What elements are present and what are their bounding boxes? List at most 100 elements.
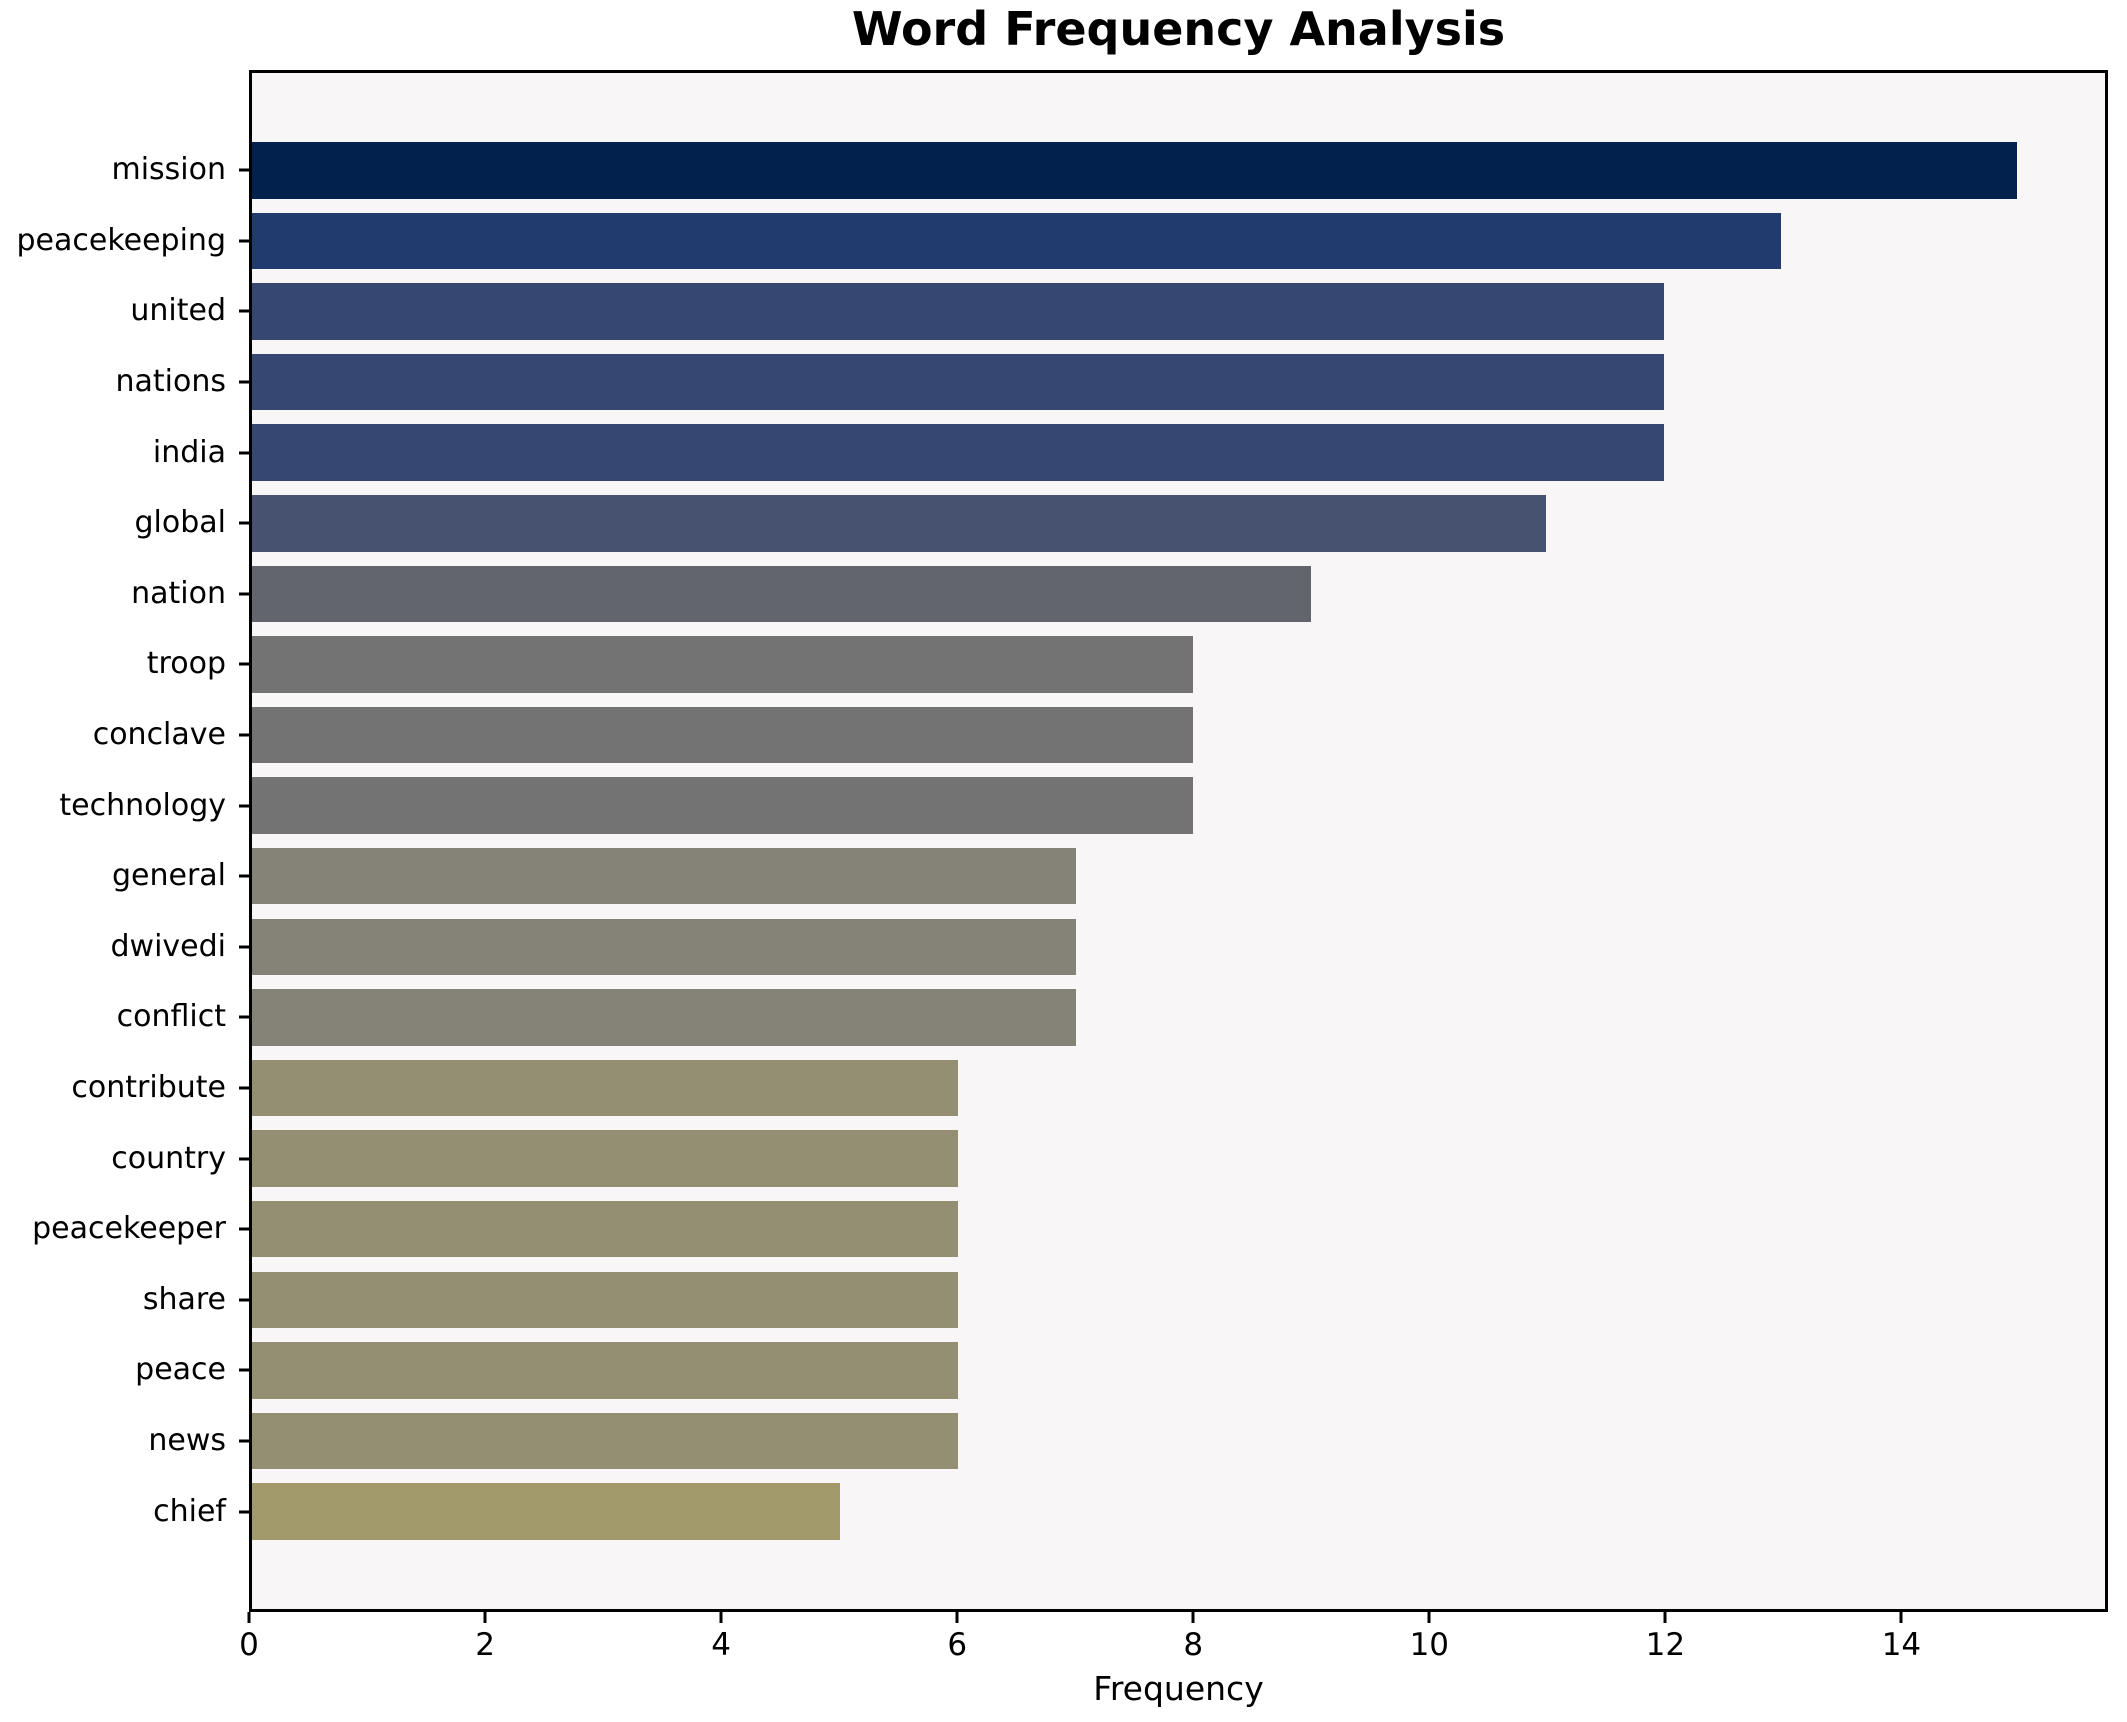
bar-row: chief [153,1476,2105,1547]
x-tick-mark [1191,1612,1195,1623]
y-tick-label: nation [131,575,226,611]
y-tick-label: peace [135,1352,226,1388]
bar-country [252,1130,958,1187]
y-tick-mark [239,945,249,949]
y-tick-label: peacekeeping [16,222,227,258]
y-tick-label: news [148,1422,226,1458]
y-tick-mark [239,1227,249,1231]
bar-united [252,283,1664,340]
bar-row: conclave [93,700,2105,771]
x-axis-label: Frequency [1093,1669,1264,1708]
bar-row: nations [116,347,2105,418]
x-tick-mark [1663,1612,1667,1623]
bar-row: peace [135,1335,2105,1406]
x-tick-mark [1899,1612,1903,1623]
bar-news [252,1412,958,1470]
y-tick-label: technology [59,787,226,823]
y-tick-label: mission [111,152,226,188]
y-tick-label: general [111,858,226,894]
y-tick-mark [239,1086,249,1090]
bar-peacekeeper [252,1200,958,1258]
bar-india [252,424,1664,481]
bar-row: peacekeeper [32,1194,2105,1265]
y-tick-label: india [152,434,226,470]
y-tick-label: conclave [92,717,226,753]
y-tick-mark [239,1439,249,1443]
bar-row: conflict [117,982,2105,1053]
bar-row: troop [147,629,2105,700]
y-tick-label: troop [146,646,226,682]
bar-peace [252,1342,958,1399]
bar-row: contribute [71,1053,2105,1124]
bar-troop [252,636,1194,693]
y-tick-label: conflict [116,999,226,1035]
bar-chief [252,1483,841,1540]
bar-row: technology [59,770,2105,841]
y-tick-label: nations [115,364,227,400]
y-tick-label: share [142,1281,226,1317]
bar-row: nation [131,559,2105,630]
bar-conflict [252,989,1076,1046]
y-tick-mark [239,1510,249,1514]
bar-row: peacekeeping [17,206,2105,277]
y-tick-mark [239,662,249,666]
bar-row: mission [111,135,2105,206]
bar-row: india [153,417,2105,488]
y-tick-mark [239,521,249,525]
x-tick-label: 12 [1645,1627,1686,1663]
x-tick-mark [247,1612,251,1623]
y-tick-label: global [134,505,227,541]
bar-mission [252,142,2017,199]
y-tick-mark [239,804,249,808]
x-tick-mark [1427,1612,1431,1623]
x-tick-label: 6 [947,1627,968,1663]
y-tick-label: chief [153,1493,226,1529]
bar-row: united [130,276,2105,347]
bar-technology [252,777,1194,834]
x-tick-label: 8 [1183,1627,1204,1663]
bar-row: global [135,488,2105,559]
x-tick-label: 14 [1881,1627,1922,1663]
y-tick-mark [239,380,249,384]
y-tick-label: united [130,293,226,329]
x-tick-label: 2 [475,1627,495,1663]
x-tick-mark [483,1612,487,1623]
bar-peacekeeping [252,212,1782,270]
bar-row: dwivedi [110,912,2105,983]
bar-conclave [252,706,1194,764]
bar-nations [252,353,1664,411]
x-axis: 0 2 4 6 8 10 12 14 [239,1612,2108,1682]
y-tick-mark [239,1015,249,1019]
bar-dwivedi [252,918,1076,976]
y-tick-label: peacekeeper [32,1211,226,1247]
bar-general [252,848,1076,905]
bars-container: mission peacekeeping united nations india glo… [17,73,2105,1609]
y-tick-mark [239,874,249,878]
x-tick-mark [719,1612,723,1623]
bar-global [252,495,1547,552]
bar-contribute [252,1059,958,1117]
y-tick-mark [239,168,249,172]
y-tick-label: dwivedi [110,928,226,964]
chart-title: Word Frequency Analysis [851,2,1506,56]
bar-nation [252,565,1311,623]
y-tick-mark [239,733,249,737]
y-tick-mark [239,1157,249,1161]
y-tick-label: contribute [71,1070,226,1106]
plot-area: mission peacekeeping united nations india glo… [17,70,2108,1612]
bar-row: news [148,1406,2105,1477]
y-tick-mark [239,1298,249,1302]
y-tick-label: country [111,1140,226,1176]
x-tick-mark [955,1612,959,1623]
bar-share [252,1271,958,1329]
y-tick-mark [239,239,249,243]
bar-row: country [111,1123,2105,1194]
y-tick-mark [239,592,249,596]
x-tick-label: 0 [239,1627,259,1663]
y-tick-mark [239,309,249,313]
y-tick-mark [239,1368,249,1372]
bar-row: general [112,841,2105,912]
x-tick-label: 4 [711,1627,731,1663]
x-tick-label: 10 [1409,1627,1450,1663]
